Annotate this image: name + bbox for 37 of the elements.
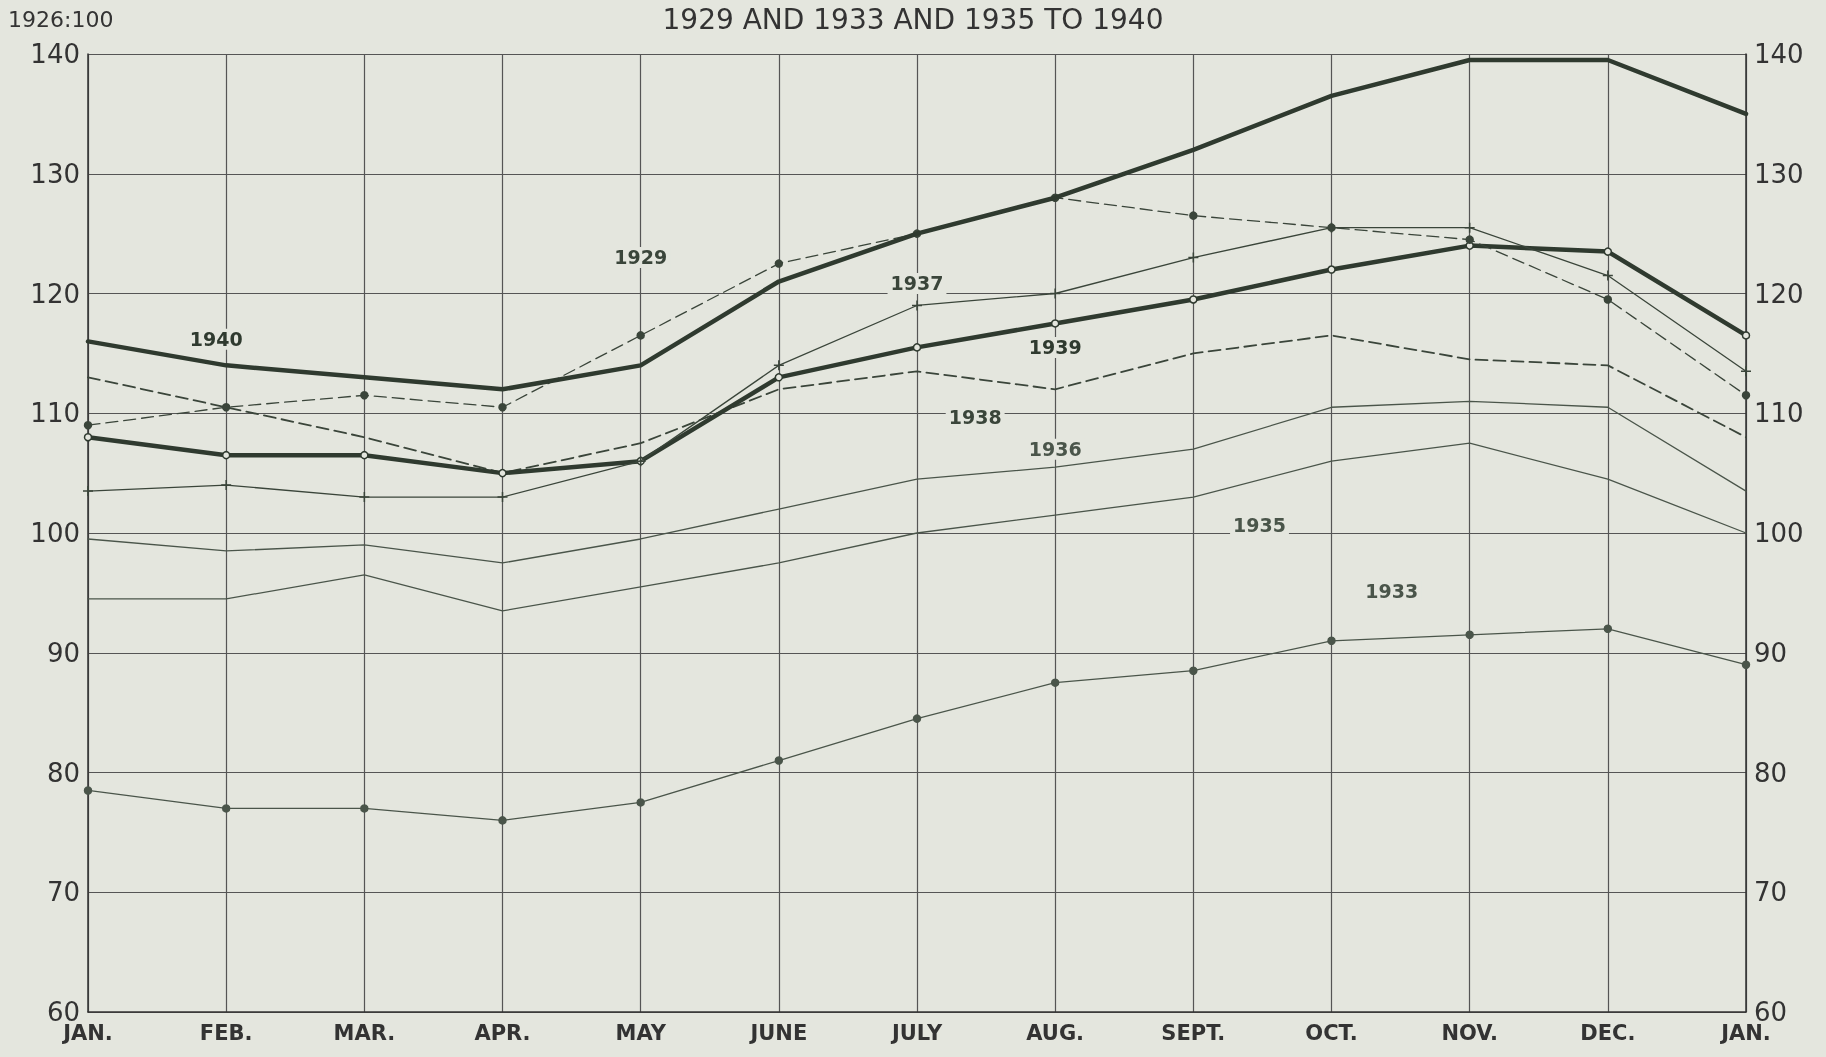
series-label: 1935 [1233, 514, 1286, 537]
x-tick-label: OCT. [1305, 1020, 1358, 1045]
y2-tick-label: 100 [1754, 518, 1804, 548]
text: 1929 [614, 246, 668, 269]
y2-tick-label: 110 [1754, 398, 1804, 429]
x-tick-label: SEPT. [1161, 1020, 1226, 1045]
y-tick-label: 100 [30, 518, 80, 548]
x-tick-label: APR. [474, 1020, 531, 1045]
x-tick-label: MAY [615, 1020, 667, 1045]
y2-tick-label: 90 [1754, 637, 1788, 668]
x-tick-label: NOV. [1441, 1020, 1498, 1045]
y-tick-label: 90 [46, 637, 80, 668]
series-label: 1936 [1028, 438, 1082, 461]
series-label: 1938 [948, 406, 1002, 429]
x-tick-label: DEC. [1580, 1020, 1636, 1045]
series-label: 1939 [1028, 336, 1082, 359]
x-tick-label: JUNE [748, 1020, 808, 1045]
y2-tick-label: 140 [1754, 39, 1804, 69]
y-tick-label: 110 [30, 398, 80, 429]
series-label: 1933 [1365, 579, 1419, 602]
x-tick-label: JULY [889, 1020, 943, 1045]
series-label: 1940 [189, 328, 243, 351]
x-tick-label: FEB. [199, 1020, 253, 1045]
y-tick-label: 70 [46, 877, 80, 908]
y2-tick-label: 70 [1754, 877, 1788, 908]
y-tick-label: 140 [30, 39, 80, 69]
y-tick-label: 80 [46, 757, 80, 788]
y2-tick-label: 130 [1754, 158, 1804, 189]
y-axis-title: 1926:100 [8, 6, 114, 32]
x-tick-label: MAR. [333, 1020, 396, 1045]
y-tick-label: 130 [30, 158, 80, 189]
y2-tick-label: 80 [1754, 757, 1788, 788]
chart-title: 1929 AND 1933 AND 1935 TO 1940 [662, 2, 1164, 36]
x-tick-label: AUG. [1026, 1020, 1085, 1045]
series-label: 1937 [890, 272, 944, 295]
y-tick-label: 120 [30, 278, 80, 309]
y2-tick-label: 120 [1754, 278, 1804, 309]
